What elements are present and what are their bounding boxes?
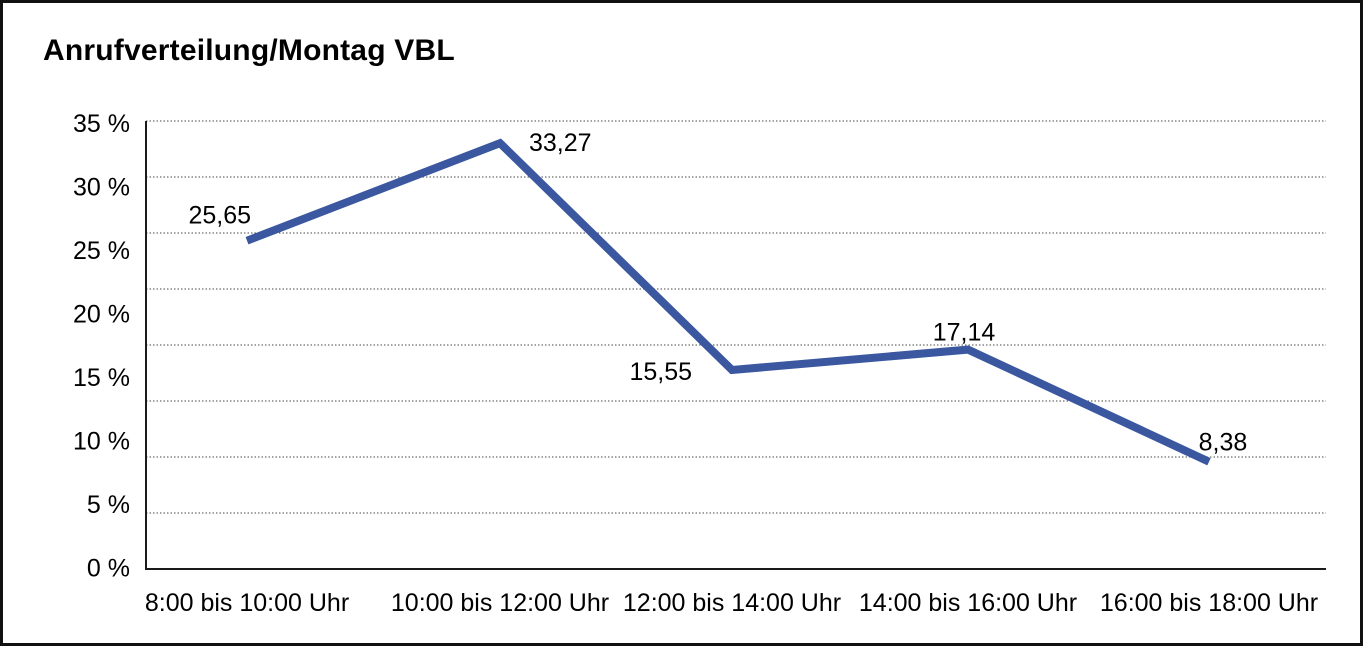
x-axis-category-label: 8:00 bis 10:00 Uhr [145,589,349,617]
y-axis-tick-label: 15 % [73,364,130,392]
y-axis-tick-label: 10 % [73,428,130,456]
value-label: 17,14 [933,319,996,347]
y-axis-tick-label: 20 % [73,301,130,329]
x-axis-category-label: 16:00 bis 18:00 Uhr [1100,589,1318,617]
value-label: 15,55 [629,358,692,386]
axis-lines [145,121,1326,570]
y-axis-tick-label: 0 % [87,555,130,583]
y-axis-tick-label: 35 % [73,110,130,138]
x-axis-category-label: 14:00 bis 16:00 Uhr [859,589,1077,617]
y-axis-tick-label: 25 % [73,237,130,265]
series-line [245,138,1211,466]
chart-title: Anrufverteilung/Montag VBL [43,34,455,67]
value-label: 8,38 [1199,429,1248,457]
y-axis-tick-label: 5 % [87,491,130,519]
y-axis-tick-label: 30 % [73,174,130,202]
x-axis-category-label: 12:00 bis 14:00 Uhr [623,589,841,617]
x-axis-category-label: 10:00 bis 12:00 Uhr [391,589,609,617]
line-chart: 35 % 30 % 25 % 20 % 15 % 10 % 5 % 0 % 8:00 bis 1… [73,110,1326,617]
value-label: 25,65 [188,202,251,230]
value-label: 33,27 [529,129,592,157]
